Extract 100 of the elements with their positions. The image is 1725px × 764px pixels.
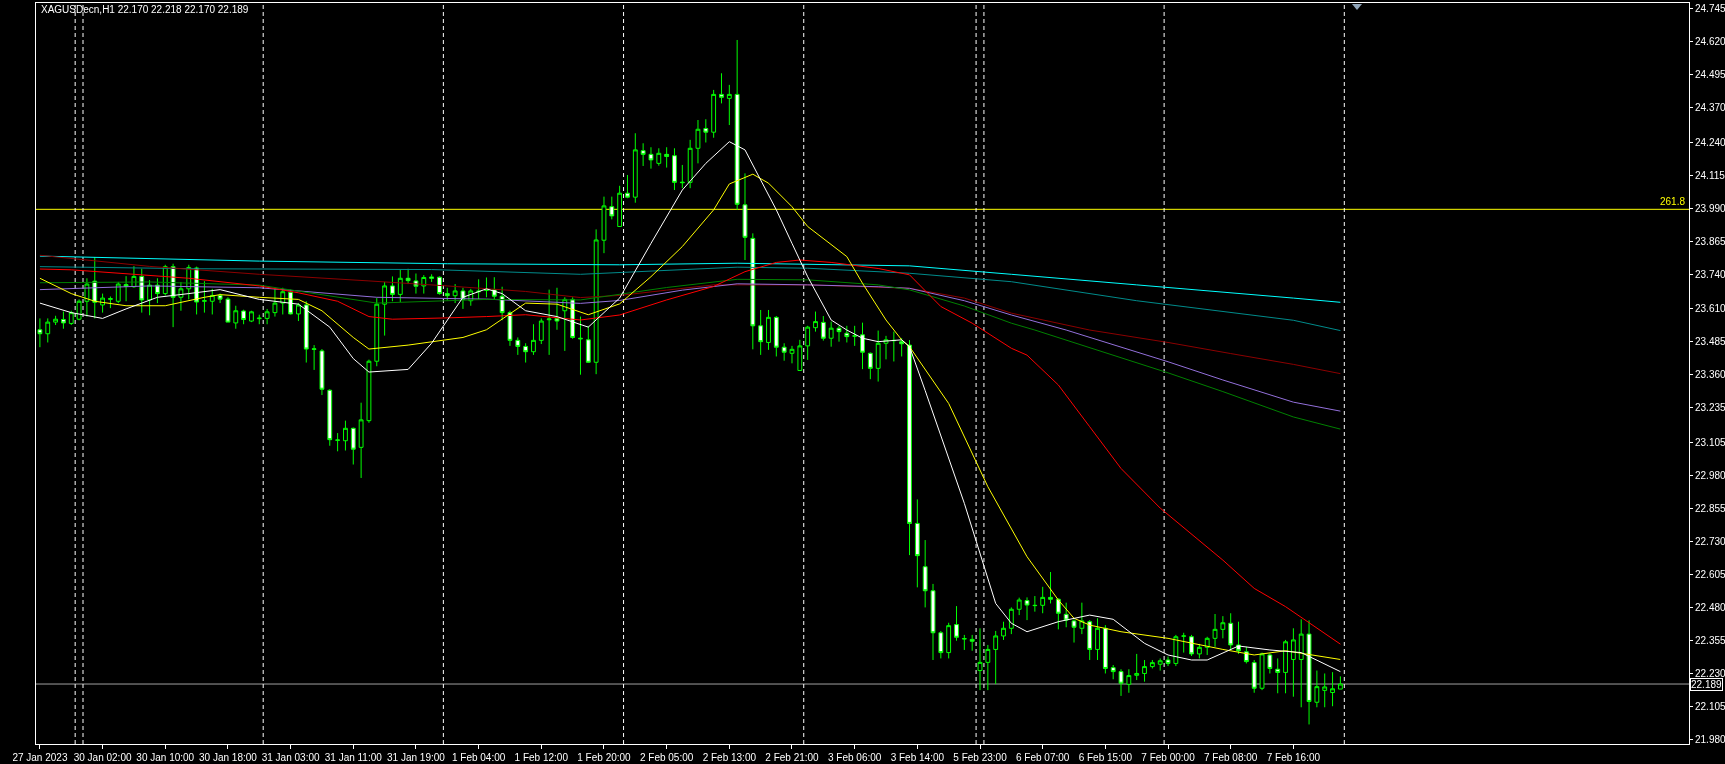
candlestick	[648, 146, 654, 170]
candlestick	[115, 281, 121, 304]
candlestick	[1110, 664, 1116, 680]
candlestick	[617, 185, 623, 227]
candlestick	[374, 297, 380, 367]
x-tick-label: 1 Feb 20:00	[577, 752, 632, 763]
candlestick	[601, 196, 607, 254]
candlestick	[703, 118, 709, 143]
y-tick-label: 22.855	[1695, 502, 1725, 514]
candlestick	[1055, 597, 1061, 630]
candlestick	[515, 336, 521, 356]
candlestick	[679, 164, 685, 189]
x-tick-label: 1 Feb 12:00	[514, 752, 569, 763]
y-tick-label: 24.370	[1695, 102, 1725, 114]
x-tick-label: 30 Jan 18:00	[199, 752, 258, 763]
candlestick	[938, 630, 944, 659]
candlestick	[1008, 606, 1014, 635]
candlestick	[1314, 670, 1320, 708]
candlestick	[507, 310, 513, 347]
y-tick-label: 24.495	[1695, 69, 1725, 81]
candlestick	[1290, 627, 1296, 698]
candlestick	[750, 232, 756, 350]
candlestick	[1048, 571, 1053, 604]
candlestick	[609, 196, 615, 220]
candlestick	[350, 427, 356, 466]
candlestick	[875, 330, 881, 383]
candlestick	[1228, 612, 1234, 651]
y-tick-label: 22.980	[1695, 469, 1725, 481]
candlestick	[593, 228, 599, 375]
line-series	[39, 283, 1341, 412]
x-tick-label: 31 Jan 19:00	[387, 752, 446, 763]
candlestick	[319, 348, 325, 396]
candlestick	[272, 287, 278, 318]
candlestick	[640, 142, 646, 167]
candlestick	[343, 420, 348, 452]
candlestick	[1283, 639, 1288, 694]
x-tick-label: 30 Jan 10:00	[136, 752, 195, 763]
candlestick	[499, 286, 505, 321]
candlestick	[523, 342, 529, 364]
candlestick	[742, 172, 748, 261]
candlestick	[766, 309, 771, 351]
y-tick-label: 22.605	[1695, 568, 1725, 580]
y-tick-label: 22.730	[1695, 535, 1725, 547]
candlestick	[452, 283, 458, 304]
candlestick	[907, 339, 912, 556]
y-tick-label: 23.485	[1695, 336, 1725, 348]
y-tick-label: 22.230	[1695, 667, 1725, 679]
candlestick	[382, 281, 388, 337]
candlestick	[711, 89, 717, 139]
candlestick	[632, 132, 638, 204]
candlestick	[695, 119, 701, 164]
candlestick	[946, 622, 952, 659]
candlestick	[217, 293, 223, 304]
x-tick-label: 3 Feb 06:00	[827, 752, 882, 763]
candlestick	[233, 305, 239, 330]
x-tick-label: 7 Feb 00:00	[1141, 752, 1196, 763]
candlestick	[852, 325, 858, 347]
candlestick	[930, 583, 936, 661]
candlestick	[1024, 596, 1030, 621]
candlestick	[954, 605, 959, 642]
y-tick-label: 24.240	[1695, 136, 1725, 148]
y-tick-label: 23.235	[1695, 402, 1725, 414]
candlestick	[805, 325, 811, 361]
candlestick	[1236, 621, 1241, 655]
candlestick	[460, 287, 466, 310]
x-tick-label: 3 Feb 14:00	[890, 752, 945, 763]
line-series	[39, 259, 1341, 645]
x-tick-label: 31 Jan 11:00	[324, 752, 383, 763]
candlestick	[993, 630, 999, 685]
candlestick	[1149, 659, 1155, 669]
candlestick	[1220, 615, 1226, 639]
candlestick	[585, 325, 591, 364]
candlestick	[1196, 643, 1202, 659]
candlestick	[899, 337, 905, 357]
candlestick	[1337, 675, 1343, 690]
candlestick	[1181, 632, 1187, 654]
candlestick	[45, 317, 51, 343]
candlestick	[303, 300, 309, 364]
x-tick-label: 2 Feb 13:00	[702, 752, 757, 763]
y-tick-label: 23.105	[1695, 436, 1725, 448]
candlestick	[1040, 586, 1046, 614]
candlestick	[1157, 657, 1163, 672]
candlestick	[554, 287, 560, 331]
candlestick	[1189, 634, 1194, 657]
candlestick	[358, 402, 364, 479]
candlestick	[828, 321, 834, 348]
candlestick	[797, 339, 803, 372]
candlestick	[76, 298, 82, 321]
ref-line-label: 22.189	[1691, 679, 1723, 690]
candlestick	[1001, 621, 1006, 641]
candlestick	[100, 293, 106, 314]
candlestick	[844, 325, 850, 343]
candlestick	[969, 634, 975, 652]
candlestick	[123, 275, 129, 302]
y-tick-label: 23.610	[1695, 303, 1725, 315]
y-tick-label: 24.620	[1695, 36, 1725, 48]
candlestick	[672, 147, 677, 191]
candlestick	[61, 311, 66, 330]
y-tick-label: 23.740	[1695, 268, 1725, 280]
candlestick	[484, 276, 489, 298]
